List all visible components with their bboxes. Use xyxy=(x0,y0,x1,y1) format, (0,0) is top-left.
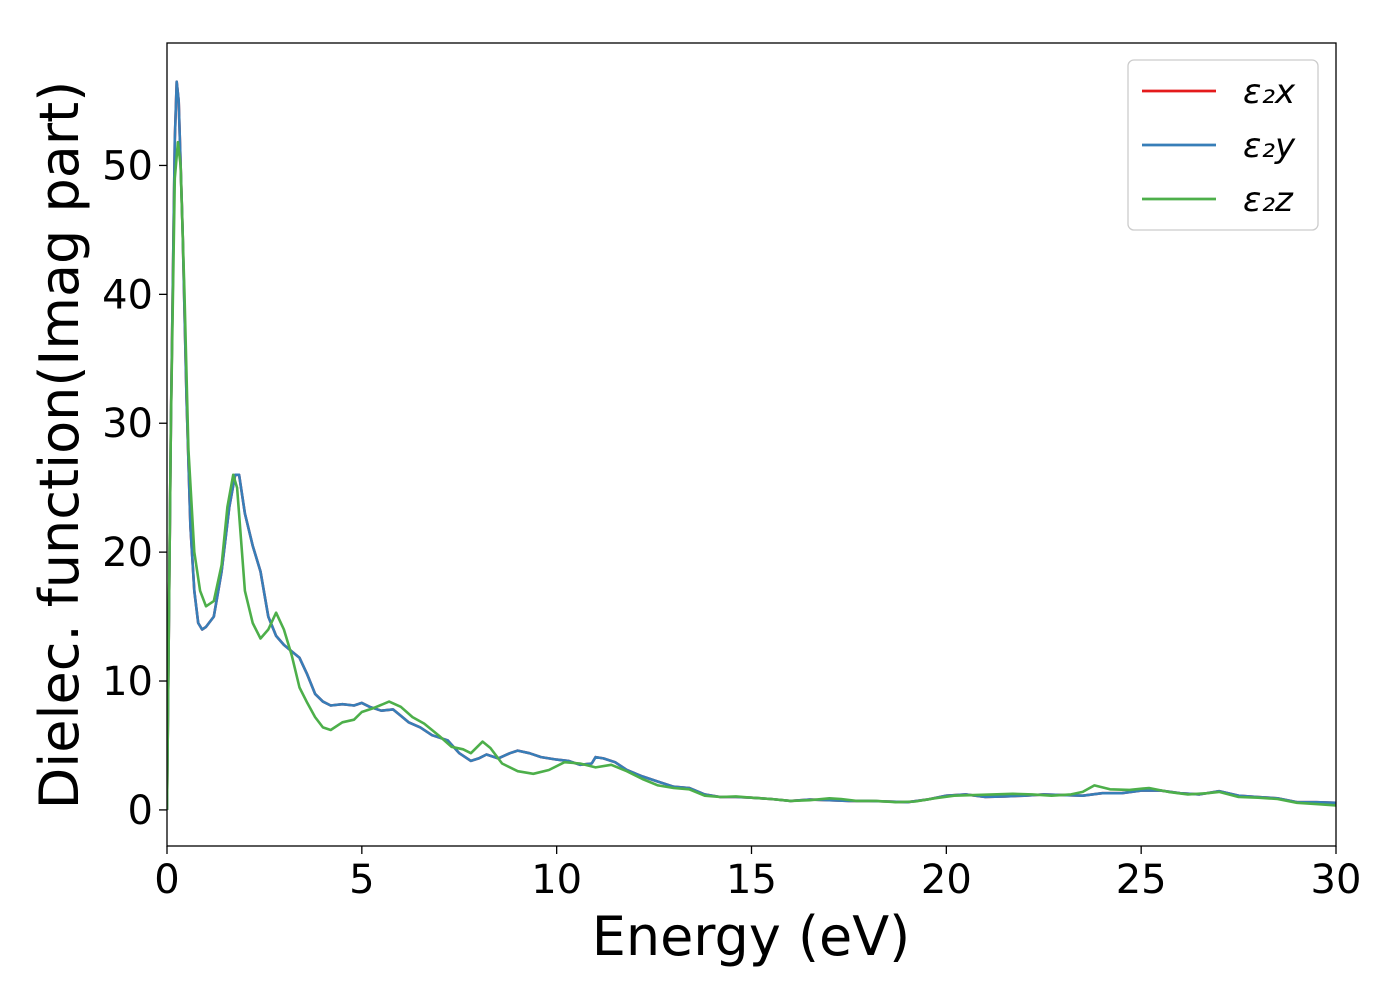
legend: ε₂x ε₂y ε₂z xyxy=(1127,59,1319,231)
y-tick-label: 50 xyxy=(102,143,153,189)
legend-label-2: ε₂z xyxy=(1243,180,1294,220)
series-lines xyxy=(167,80,1336,810)
x-tick-label: 15 xyxy=(726,857,777,903)
x-tick-label: 20 xyxy=(921,857,972,903)
x-tick-label: 10 xyxy=(531,857,582,903)
y-tick-label: 10 xyxy=(102,659,153,705)
legend-label-0: ε₂x xyxy=(1243,72,1296,112)
x-axis-label: Energy (eV) xyxy=(592,905,911,968)
series-line-2 xyxy=(167,140,1336,810)
x-tick-label: 25 xyxy=(1116,857,1167,903)
legend-box xyxy=(1127,59,1319,231)
x-axis-ticks: 0 5 10 15 20 25 30 xyxy=(154,846,1361,903)
y-tick-label: 40 xyxy=(102,272,153,318)
y-tick-label: 0 xyxy=(128,788,153,834)
y-axis-ticks: 0 10 20 30 40 50 xyxy=(102,143,167,834)
y-tick-label: 30 xyxy=(102,401,153,447)
y-tick-label: 20 xyxy=(102,530,153,576)
x-tick-label: 0 xyxy=(154,857,179,903)
y-axis-label: Dielec. function(Imag part) xyxy=(28,81,91,810)
x-tick-label: 5 xyxy=(349,857,374,903)
legend-label-1: ε₂y xyxy=(1243,126,1296,166)
x-tick-label: 30 xyxy=(1311,857,1362,903)
